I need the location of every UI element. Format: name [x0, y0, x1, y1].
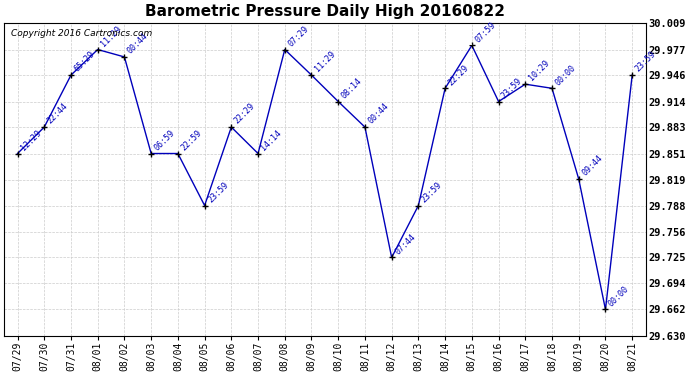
Text: 07:59: 07:59 [473, 20, 497, 44]
Title: Barometric Pressure Daily High 20160822: Barometric Pressure Daily High 20160822 [145, 4, 505, 19]
Text: 23:59: 23:59 [206, 180, 230, 204]
Text: 09:44: 09:44 [580, 154, 604, 178]
Text: 14:14: 14:14 [259, 128, 284, 152]
Text: 65:29: 65:29 [72, 50, 97, 74]
Text: 07:29: 07:29 [286, 24, 310, 48]
Text: 23:59: 23:59 [500, 76, 524, 100]
Text: 06:59: 06:59 [152, 128, 177, 152]
Text: 00:00: 00:00 [553, 63, 578, 87]
Text: 12:29: 12:29 [19, 128, 43, 152]
Text: 10:29: 10:29 [526, 59, 551, 83]
Text: 23:59: 23:59 [633, 50, 658, 74]
Text: 22:29: 22:29 [233, 102, 257, 126]
Text: 00:44: 00:44 [126, 32, 150, 56]
Text: 00:00: 00:00 [607, 284, 631, 308]
Text: 00:44: 00:44 [366, 102, 391, 126]
Text: 23:59: 23:59 [420, 180, 444, 204]
Text: 22:59: 22:59 [179, 128, 204, 152]
Text: 07:44: 07:44 [393, 232, 417, 256]
Text: 11:29: 11:29 [313, 50, 337, 74]
Text: 22:44: 22:44 [46, 102, 70, 126]
Text: 08:14: 08:14 [339, 76, 364, 100]
Text: 22:29: 22:29 [446, 63, 471, 87]
Text: 11:29: 11:29 [99, 24, 123, 48]
Text: Copyright 2016 Cartronics.com: Copyright 2016 Cartronics.com [10, 29, 152, 38]
